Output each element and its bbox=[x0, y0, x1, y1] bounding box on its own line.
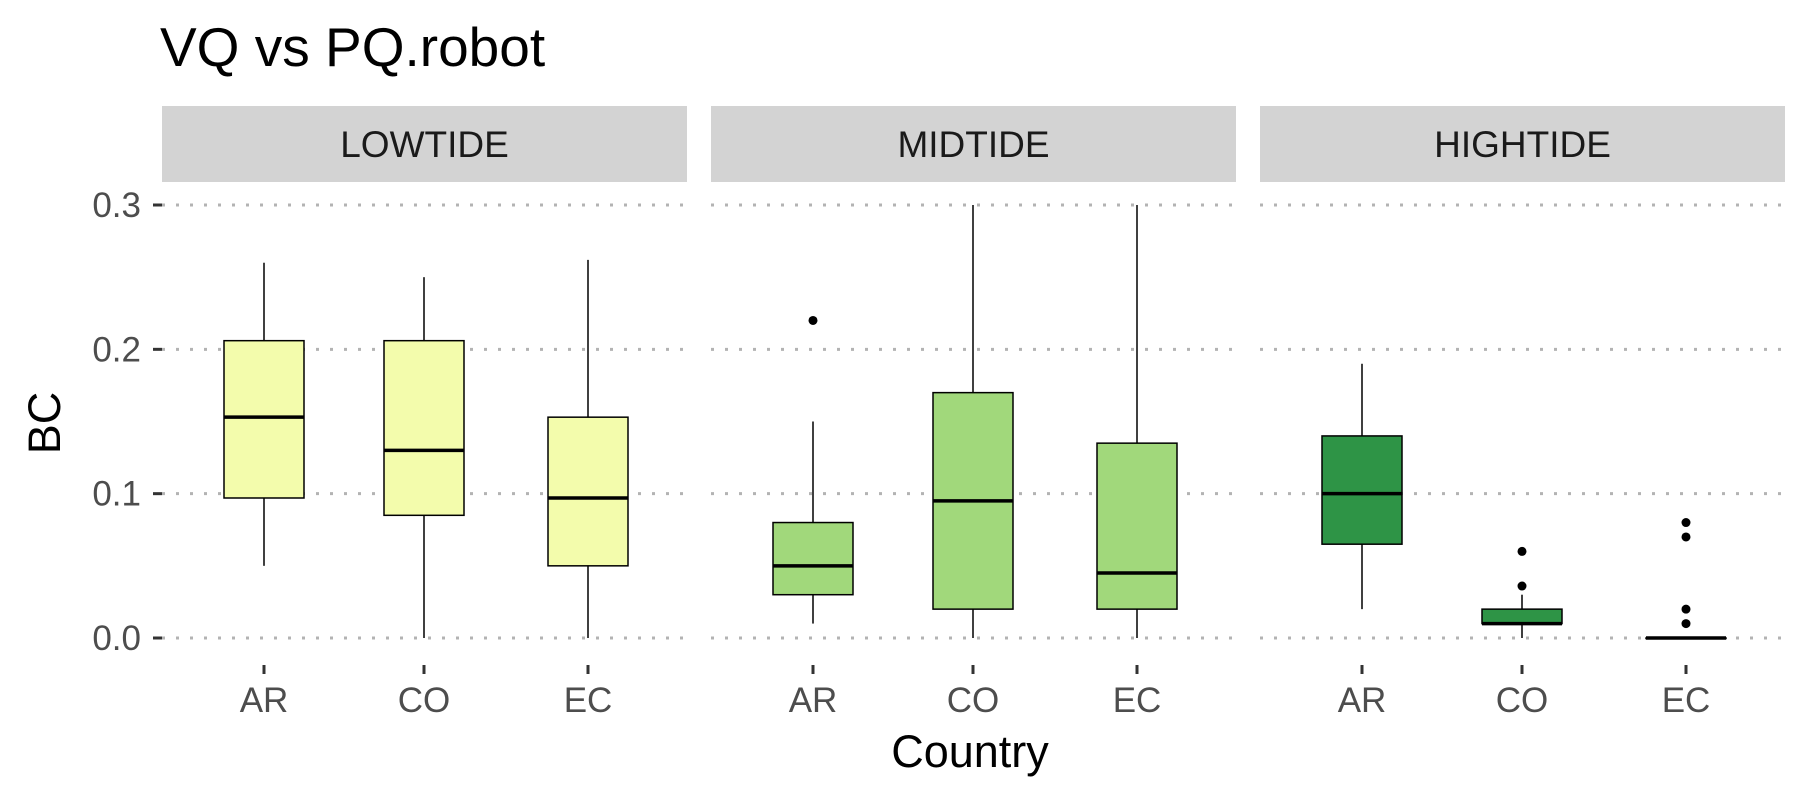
x-tick-label: AR bbox=[1338, 681, 1387, 720]
facet-panels: 0.0 0.1 0.2 0.3 LOWTIDE AR CO EC MIDTIDE AR CO EC HI… bbox=[92, 106, 1785, 720]
x-tick-label: EC bbox=[1113, 681, 1162, 720]
facet-strip-label: LOWTIDE bbox=[340, 124, 509, 165]
outlier-point bbox=[1681, 518, 1691, 528]
outlier-point bbox=[808, 315, 818, 325]
facet-strip bbox=[162, 106, 687, 182]
x-axis-title: Country bbox=[891, 726, 1049, 777]
y-axis-title: BC bbox=[19, 392, 70, 455]
x-tick-label: CO bbox=[1496, 681, 1549, 720]
box bbox=[1096, 442, 1178, 610]
x-tick-label: CO bbox=[947, 681, 1000, 720]
x-tick-label: CO bbox=[398, 681, 451, 720]
y-tick-label: 0.2 bbox=[92, 330, 141, 369]
facet-strip bbox=[711, 106, 1236, 182]
box bbox=[1481, 608, 1563, 625]
box bbox=[1321, 435, 1403, 545]
outlier-point bbox=[1517, 581, 1527, 591]
outlier-point bbox=[1681, 532, 1691, 542]
box bbox=[223, 339, 305, 499]
outlier-point bbox=[1681, 619, 1691, 629]
x-tick-label: AR bbox=[240, 681, 289, 720]
outlier-point bbox=[1517, 546, 1527, 556]
y-tick-label: 0.1 bbox=[92, 475, 141, 514]
facet-strip-label: HIGHTIDE bbox=[1434, 124, 1611, 165]
chart-title: VQ vs PQ.robot bbox=[160, 16, 545, 78]
outlier-point bbox=[1681, 604, 1691, 614]
y-tick-label: 0.3 bbox=[92, 186, 141, 225]
box bbox=[383, 339, 465, 517]
x-tick-label: AR bbox=[789, 681, 838, 720]
y-tick-label: 0.0 bbox=[92, 619, 141, 658]
x-tick-label: EC bbox=[564, 681, 613, 720]
facet-strip-label: MIDTIDE bbox=[897, 124, 1049, 165]
x-tick-label: EC bbox=[1662, 681, 1711, 720]
box bbox=[772, 521, 854, 596]
facet-strip bbox=[1260, 106, 1785, 182]
box bbox=[547, 416, 629, 567]
